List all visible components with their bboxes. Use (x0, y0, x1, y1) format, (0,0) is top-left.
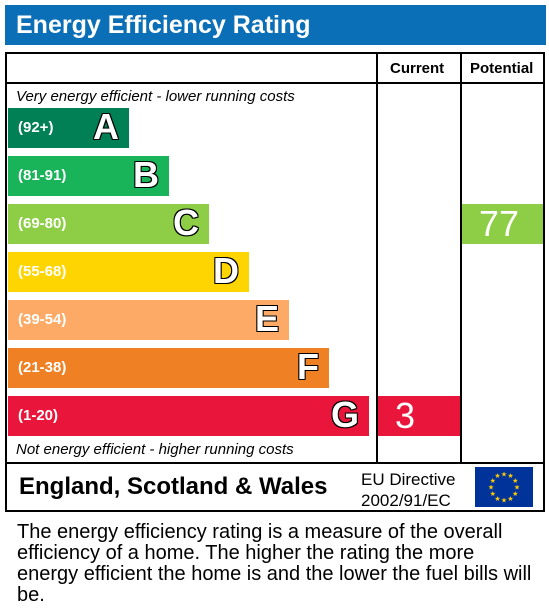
potential-score: 77 (462, 203, 543, 244)
eu-directive-line2: 2002/91/EC (361, 491, 451, 510)
eu-star-icon: ★ (512, 490, 518, 498)
eu-star-icon: ★ (494, 472, 500, 480)
band-letter: B (133, 154, 159, 195)
band-f: (21-38) F (8, 346, 329, 388)
footer-rule (7, 462, 543, 464)
eu-star-icon: ★ (494, 495, 500, 503)
band-a: (92+) A (8, 106, 129, 148)
column-header-current: Current (390, 60, 445, 77)
page-title: Energy Efficiency Rating (16, 11, 311, 39)
bottom-caption: Not energy efficient - higher running co… (16, 441, 294, 458)
band-g: (1-20) G (8, 394, 369, 436)
band-range: (69-80) (18, 215, 67, 232)
band-range: (81-91) (18, 167, 67, 184)
band-range: (39-54) (18, 311, 67, 328)
band-range: (92+) (18, 119, 54, 136)
eu-star-icon: ★ (507, 472, 513, 480)
band-letter: C (173, 202, 199, 243)
eu-star-icon: ★ (501, 471, 507, 479)
top-caption: Very energy efficient - lower running co… (16, 88, 295, 105)
band-range: (21-38) (18, 359, 67, 376)
band-e: (39-54) E (8, 298, 289, 340)
header-rule (7, 82, 543, 84)
eu-flag-icon: ★ ★★★★★★★★★★★ (475, 467, 533, 507)
country-label: England, Scotland & Wales (19, 473, 328, 500)
eu-directive-line1: EU Directive (361, 470, 456, 489)
column-header-potential: Potential (470, 60, 534, 77)
title-banner: Energy Efficiency Rating (5, 5, 546, 45)
eu-star-icon: ★ (512, 477, 518, 485)
divider-potential (460, 54, 462, 464)
eu-star-icon: ★ (514, 484, 520, 492)
eu-star-icon: ★ (488, 484, 494, 492)
band-b: (81-91) B (8, 154, 169, 196)
eu-directive: EU Directive 2002/91/EC (361, 469, 455, 511)
band-c: (69-80) C (8, 202, 209, 244)
band-letter: F (297, 346, 319, 387)
current-score: 3 (378, 395, 460, 436)
eu-star-icon: ★ (507, 495, 513, 503)
description-text: The energy efficiency rating is a measur… (17, 521, 532, 606)
band-range: (55-68) (18, 263, 67, 280)
band-letter: D (213, 250, 239, 291)
divider-current (376, 54, 378, 464)
band-d: (55-68) D (8, 250, 249, 292)
eu-star-icon: ★ (490, 490, 496, 498)
band-letter: E (254, 298, 279, 339)
band-letter: A (93, 106, 119, 147)
band-letter: G (330, 394, 359, 435)
band-range: (1-20) (18, 407, 59, 424)
eu-star-icon: ★ (501, 497, 507, 505)
eu-star-icon: ★ (490, 477, 496, 485)
rating-table: Current Potential Very energy efficient … (5, 52, 545, 512)
